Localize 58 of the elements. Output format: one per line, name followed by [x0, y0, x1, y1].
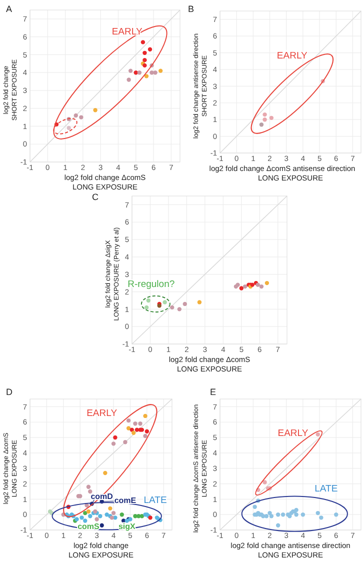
point	[197, 300, 202, 304]
point	[153, 70, 158, 75]
annotation: EARLY	[278, 428, 309, 439]
chart-title: B	[188, 4, 194, 14]
point	[142, 58, 147, 62]
point	[264, 514, 269, 518]
point	[137, 70, 142, 75]
point	[177, 307, 182, 312]
annotation: LATE	[144, 494, 167, 506]
point	[276, 512, 280, 517]
point	[334, 512, 338, 517]
annotation: R-regulon?	[128, 278, 175, 290]
point	[162, 300, 167, 304]
point	[158, 68, 163, 73]
annotation: LATE	[314, 483, 338, 494]
point	[300, 512, 306, 517]
point	[242, 284, 248, 289]
chart-title: A	[6, 4, 12, 14]
point	[268, 510, 272, 516]
point	[316, 510, 320, 516]
chart-title: D	[6, 387, 13, 397]
point	[316, 432, 320, 437]
point	[262, 112, 267, 117]
point	[259, 122, 264, 127]
point	[128, 68, 133, 73]
point	[269, 514, 274, 518]
annotation: EARLY	[276, 50, 308, 62]
point	[182, 302, 187, 306]
point	[259, 284, 264, 289]
point	[74, 113, 78, 118]
point	[262, 117, 267, 122]
point	[294, 512, 298, 517]
annotation: EARLY	[112, 26, 143, 38]
point	[269, 116, 274, 120]
point	[319, 516, 324, 520]
point	[134, 70, 138, 75]
annotation: EARLY	[86, 408, 118, 419]
point	[144, 74, 149, 78]
point	[239, 286, 244, 290]
point	[264, 280, 270, 286]
point	[150, 70, 154, 75]
point	[276, 523, 280, 528]
point	[79, 115, 84, 120]
point	[170, 305, 174, 310]
point	[148, 47, 152, 52]
chart-title: C	[92, 192, 99, 202]
annotation: comE	[114, 496, 137, 505]
point	[126, 78, 131, 82]
point	[142, 50, 147, 56]
point	[144, 305, 149, 310]
point	[252, 504, 257, 509]
point	[140, 40, 146, 44]
chart-title: E	[210, 387, 216, 397]
point	[146, 298, 151, 303]
point	[262, 480, 267, 484]
point	[93, 108, 98, 112]
point	[280, 512, 286, 517]
point	[66, 126, 71, 130]
